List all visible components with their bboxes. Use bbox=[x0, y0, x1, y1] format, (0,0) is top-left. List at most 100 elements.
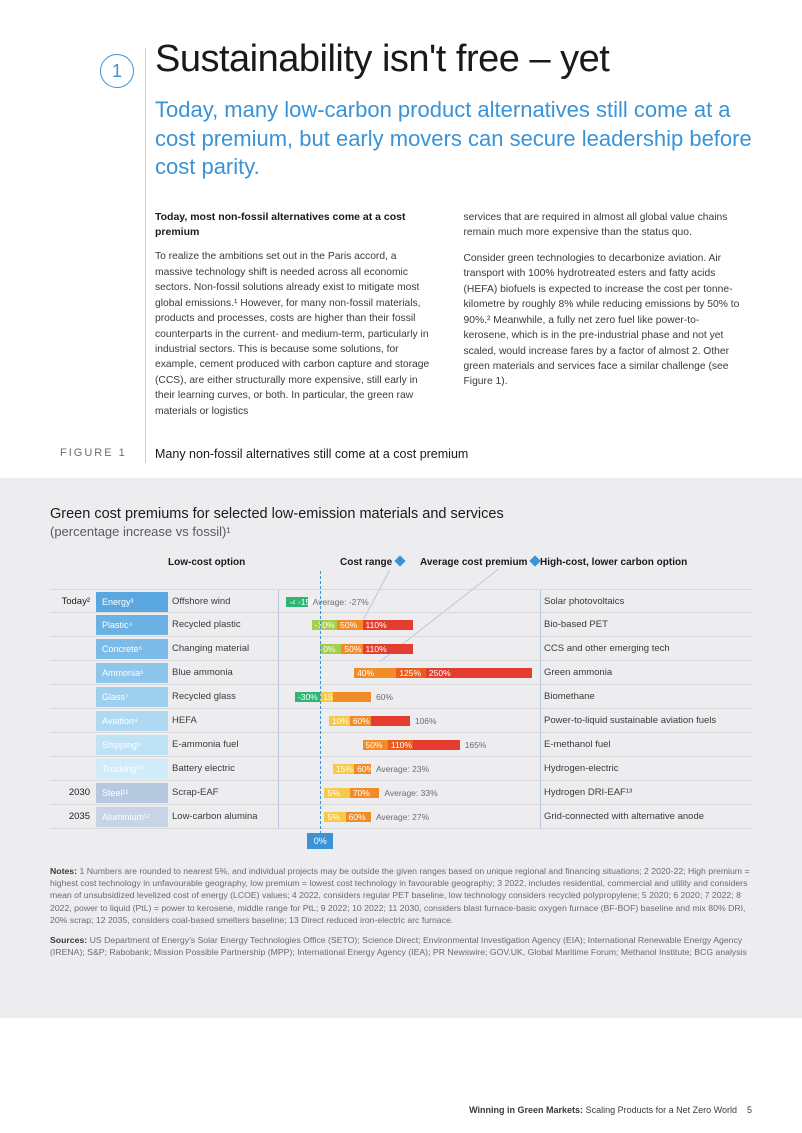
body-paragraph: To realize the ambitions set out in the … bbox=[155, 249, 434, 419]
page-footer: Winning in Green Markets: Scaling Produc… bbox=[469, 1105, 752, 1115]
chart-row: Today² Energy³Offshore wind Solar photovol… bbox=[50, 589, 752, 613]
body-heading: Today, most non-fossil alternatives come… bbox=[155, 210, 434, 239]
bar-group: 15%60%Average: 23% bbox=[278, 757, 540, 781]
diamond-icon bbox=[395, 555, 406, 566]
low-cost-label: Blue ammonia bbox=[172, 661, 233, 685]
bar-value-label: 50% bbox=[340, 613, 357, 637]
bar-after-label: 165% bbox=[465, 733, 487, 757]
figure-label: FIGURE 1 bbox=[60, 447, 127, 459]
chart-row: 2030Steel¹¹Scrap-EAFHydrogen DRI-EAF¹³5%… bbox=[50, 781, 752, 805]
time-label: 2030 bbox=[50, 781, 90, 805]
bar-value-label: 50% bbox=[366, 733, 383, 757]
page-number: 5 bbox=[747, 1105, 752, 1115]
section-badge: 1 bbox=[100, 54, 134, 88]
bar-value-label: 0% bbox=[323, 637, 335, 661]
col-header-high: High-cost, lower carbon option bbox=[540, 557, 687, 568]
bar-value-label: 10% bbox=[332, 709, 349, 733]
low-cost-label: Low-carbon alumina bbox=[172, 805, 258, 829]
low-cost-label: Changing material bbox=[172, 637, 249, 661]
footer-subtitle: Scaling Products for a Net Zero World bbox=[583, 1105, 737, 1115]
high-cost-label: CCS and other emerging tech bbox=[544, 637, 670, 661]
chart-row: Glass⁷Recycled glass Biomethane-30%15%60% bbox=[50, 685, 752, 709]
bar-after-label: 60% bbox=[376, 685, 393, 709]
cost-premium-chart: Low-cost option Cost range Average cost … bbox=[50, 557, 752, 847]
chart-row: Plastic⁴Recycled plasticBio-based PET-10… bbox=[50, 613, 752, 637]
low-cost-label: E-ammonia fuel bbox=[172, 733, 239, 757]
bar-value-label: 110% bbox=[366, 613, 387, 637]
bar-value-label: 125% bbox=[399, 661, 421, 685]
category-pill: Aluminium¹² bbox=[96, 807, 168, 827]
category-pill: Ammonia⁶ bbox=[96, 663, 168, 683]
low-cost-label: HEFA bbox=[172, 709, 197, 733]
low-cost-label: Scrap-EAF bbox=[172, 781, 218, 805]
chart-row: Ammonia⁶Blue ammonia Green ammonia 40% 125%… bbox=[50, 661, 752, 685]
bar-value-label: 70% bbox=[353, 781, 370, 805]
page-subtitle: Today, many low-carbon product alternati… bbox=[155, 96, 752, 182]
bar-group: 40% 125% 250% bbox=[278, 661, 540, 685]
bar-value-label: -10% bbox=[315, 613, 335, 637]
bar-value-label: 5% bbox=[327, 805, 339, 829]
high-cost-label: Solar photovoltaics bbox=[544, 590, 624, 614]
chart-row: Concrete⁵Changing materialCCS and other … bbox=[50, 637, 752, 661]
bar-value-label: 250% bbox=[429, 661, 451, 685]
category-pill: Steel¹¹ bbox=[96, 783, 168, 803]
bar-after-label: Average: 27% bbox=[376, 805, 429, 829]
chart-row: Shipping⁹E-ammonia fuelE-methanol fuel50… bbox=[50, 733, 752, 757]
low-cost-label: Battery electric bbox=[172, 757, 235, 781]
bar-segment bbox=[333, 692, 371, 702]
chart-row: Trucking¹⁰Battery electric Hydrogen-elect… bbox=[50, 757, 752, 781]
col-header-low: Low-cost option bbox=[168, 557, 245, 568]
bar-after-label: Average: 23% bbox=[376, 757, 429, 781]
bar-group: -40%-15%Average: -27% bbox=[278, 590, 540, 614]
high-cost-label: Grid-connected with alternative anode bbox=[544, 805, 704, 829]
col-header-cost: Cost range bbox=[340, 557, 404, 568]
bar-group: 0% 50% 110% bbox=[278, 637, 540, 661]
footer-title: Winning in Green Markets: bbox=[469, 1105, 583, 1115]
bar-group: -30%15%60% bbox=[278, 685, 540, 709]
low-cost-label: Recycled glass bbox=[172, 685, 236, 709]
high-cost-label: Biomethane bbox=[544, 685, 595, 709]
body-paragraph: services that are required in almost all… bbox=[464, 210, 743, 241]
category-pill: Glass⁷ bbox=[96, 687, 168, 707]
low-cost-label: Recycled plastic bbox=[172, 613, 241, 637]
high-cost-label: Green ammonia bbox=[544, 661, 612, 685]
bar-group: 5%70%Average: 33% bbox=[278, 781, 540, 805]
zero-line bbox=[320, 571, 321, 839]
low-cost-label: Offshore wind bbox=[172, 590, 230, 614]
body-text: Today, most non-fossil alternatives come… bbox=[155, 210, 742, 429]
chart-title: Green cost premiums for selected low-emi… bbox=[50, 506, 752, 522]
time-label: Today² bbox=[50, 590, 90, 614]
chart-container: Green cost premiums for selected low-emi… bbox=[0, 478, 802, 1018]
bar-value-label: 60% bbox=[353, 709, 370, 733]
category-pill: Trucking¹⁰ bbox=[96, 759, 168, 779]
bar-segment bbox=[413, 740, 459, 750]
bar-value-label: 5% bbox=[327, 781, 339, 805]
bar-value-label: 15% bbox=[336, 757, 353, 781]
page-title: Sustainability isn't free – yet bbox=[155, 38, 762, 81]
bar-group: -10% 50% 110% bbox=[278, 613, 540, 637]
category-pill: Plastic⁴ bbox=[96, 615, 168, 635]
high-cost-label: Power-to-liquid sustainable aviation fue… bbox=[544, 709, 716, 733]
bar-value-label: 110% bbox=[391, 733, 412, 757]
bar-segment bbox=[371, 716, 410, 726]
high-cost-label: E-methanol fuel bbox=[544, 733, 611, 757]
high-cost-label: Bio-based PET bbox=[544, 613, 608, 637]
chart-subtitle: (percentage increase vs fossil)¹ bbox=[50, 524, 752, 539]
body-paragraph: Consider green technologies to decarboni… bbox=[464, 251, 743, 390]
divider bbox=[145, 48, 146, 463]
time-label: 2035 bbox=[50, 805, 90, 829]
bar-group: 10%60%106% bbox=[278, 709, 540, 733]
col-header-avg: Average cost premium bbox=[420, 557, 539, 568]
bar-value-label: 40% bbox=[357, 661, 374, 685]
bar-group: 50% 110% 165% bbox=[278, 733, 540, 757]
bar-value-label: 60% bbox=[357, 757, 374, 781]
chart-notes: Notes: 1 Numbers are rounded to nearest … bbox=[50, 865, 752, 958]
bar-value-label: 50% bbox=[344, 637, 361, 661]
bar-value-label: 60% bbox=[349, 805, 366, 829]
chart-row: 2035 Aluminium¹²Low-carbon alumina Grid-co… bbox=[50, 805, 752, 829]
bar-group: 5% 60% Average: 27% bbox=[278, 805, 540, 829]
sources-text: US Department of Energy's Solar Energy T… bbox=[50, 935, 747, 957]
bar-value-label: 110% bbox=[366, 637, 387, 661]
high-cost-label: Hydrogen-electric bbox=[544, 757, 618, 781]
category-pill: Energy³ bbox=[96, 592, 168, 612]
